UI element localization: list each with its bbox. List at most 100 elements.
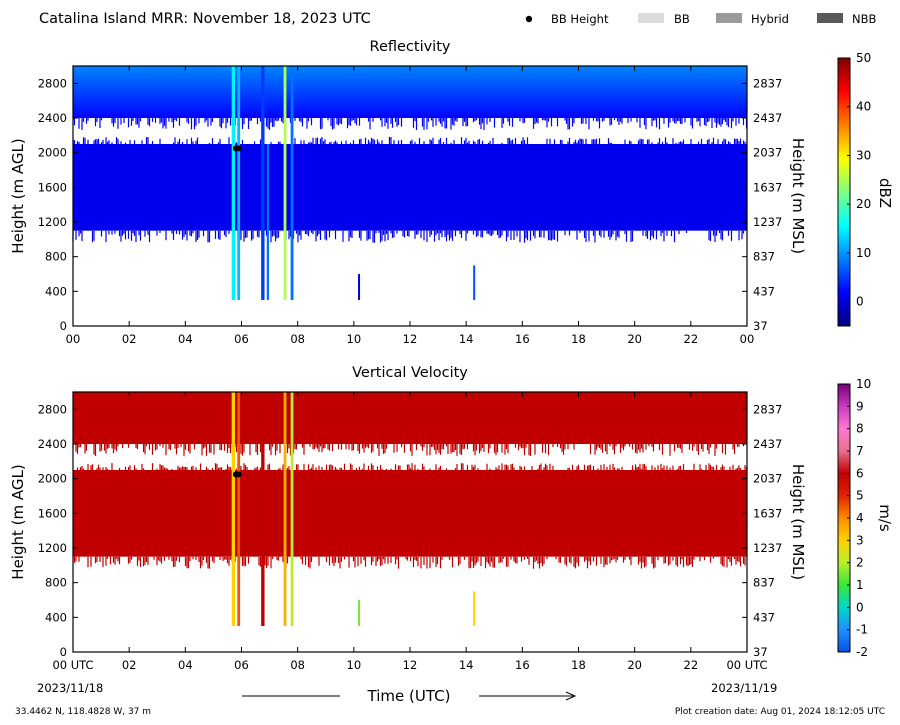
precip-streak	[290, 66, 294, 300]
legend-bb-swatch	[638, 13, 664, 23]
y2-tick-label: 2437	[753, 437, 782, 451]
x-tick-label: 18	[571, 658, 586, 672]
precip-streak	[261, 66, 265, 300]
x-tick-label: 00 UTC	[726, 658, 767, 672]
y-tick-label: 400	[45, 284, 67, 298]
colorbar-tick-label: 30	[856, 148, 871, 162]
y2-tick-label: 837	[753, 576, 775, 590]
colorbar-scale	[837, 57, 851, 327]
colorbar-tick-label: 8	[856, 422, 864, 436]
colorbar-tick-label: 4	[856, 511, 864, 525]
x-tick-label: 04	[178, 332, 193, 346]
bb-height-point	[235, 145, 242, 152]
y2-tick-label: 2837	[753, 76, 782, 90]
echo-layer	[73, 463, 748, 569]
colorbar-tick-label: 10	[856, 377, 871, 391]
x-tick-label: 00 UTC	[52, 658, 93, 672]
precip-streak	[283, 392, 287, 626]
y2-tick-label: 1237	[753, 541, 782, 555]
precip-streak	[231, 66, 236, 300]
x-tick-label: 14	[459, 658, 474, 672]
precip-streak	[237, 66, 241, 300]
colorbar-label: dBZ	[876, 178, 894, 208]
y-tick-label: 2000	[38, 472, 67, 486]
colorbar-tick-label: 20	[856, 197, 871, 211]
y2-tick-label: 437	[753, 610, 775, 624]
legend-nbb-label: NBB	[852, 12, 876, 26]
colorbar-tick-label: 3	[856, 533, 864, 547]
colorbar: 0 10 20 30 40 50 dBZ	[837, 51, 894, 327]
y2-tick-label: 2437	[753, 111, 782, 125]
colorbar-label: m/s	[876, 504, 894, 532]
precip-streak	[290, 392, 294, 626]
y2-axis-label: Height (m MSL)	[789, 138, 807, 254]
plot-creation-date: Plot creation date: Aug 01, 2024 18:12:0…	[675, 707, 885, 717]
x-tick-label: 10	[347, 332, 362, 346]
legend-bb-label: BB	[674, 12, 690, 26]
y-tick-label: 2400	[38, 111, 67, 125]
x-tick-label: 08	[290, 332, 305, 346]
echo-layer-fill	[73, 392, 747, 444]
x-tick-label: 10	[347, 658, 362, 672]
x-tick-label: 00	[66, 332, 81, 346]
y-tick-label: 1600	[38, 180, 67, 194]
x-tick-label: 08	[290, 658, 305, 672]
y2-tick-label: 437	[753, 284, 775, 298]
x-tick-label: 04	[178, 658, 193, 672]
y-axis-label: Height (m AGL)	[9, 138, 27, 253]
figure-legend: BB Height BB Hybrid NBB	[525, 12, 876, 26]
echo-layer-fill	[73, 470, 747, 557]
y-tick-label: 0	[60, 319, 67, 333]
echo-layer	[72, 392, 747, 456]
colorbar-tick-label: 40	[856, 100, 871, 114]
y-tick-label: 1200	[38, 541, 67, 555]
legend-hybrid-swatch	[716, 13, 742, 23]
precip-streak	[283, 66, 287, 300]
echo-layer-fill	[73, 66, 747, 118]
precip-streak	[358, 600, 361, 626]
y-axis-label: Height (m AGL)	[9, 464, 27, 579]
figure-title: Catalina Island MRR: November 18, 2023 U…	[39, 11, 371, 27]
colorbar-tick-label: 7	[856, 444, 864, 458]
x-tick-label: 16	[515, 658, 530, 672]
colorbar-tick-label: -2	[856, 645, 868, 659]
echo-layer	[73, 66, 748, 130]
start-date: 2023/11/18	[37, 681, 103, 695]
echo-layer-edge	[72, 444, 745, 456]
colorbar-tick-label: 50	[856, 51, 871, 65]
x-axis-label: Time (UTC)	[367, 687, 451, 705]
y-tick-label: 2400	[38, 437, 67, 451]
legend-bb-height-marker	[525, 15, 533, 23]
colorbar-tick-label: 0	[856, 295, 864, 309]
x-tick-label: 12	[403, 332, 418, 346]
echo-layer	[72, 137, 747, 243]
y2-tick-label: 37	[753, 319, 768, 333]
colorbar-tick-label: 6	[856, 466, 864, 480]
y-tick-label: 800	[45, 576, 67, 590]
y2-tick-label: 37	[753, 645, 768, 659]
echo-layer-edge	[73, 556, 746, 569]
echo-layer-edge	[72, 230, 745, 243]
y2-tick-label: 1637	[753, 180, 782, 194]
precip-streak	[261, 392, 265, 626]
colorbar-tick-label: -1	[856, 623, 868, 637]
end-date: 2023/11/19	[711, 681, 777, 695]
legend-hybrid-label: Hybrid	[751, 12, 789, 26]
colorbar-tick-label: 10	[856, 246, 871, 260]
colorbar-tick-label: 0	[856, 600, 864, 614]
precip-streak	[358, 274, 361, 300]
echo-layer-edge	[76, 463, 748, 470]
colorbar-tick-label: 2	[856, 556, 864, 570]
y-tick-label: 400	[45, 610, 67, 624]
station-location: 33.4462 N, 118.4828 W, 37 m	[15, 707, 151, 717]
x-tick-label: 18	[571, 332, 586, 346]
y2-tick-label: 1237	[753, 215, 782, 229]
time-arrow-head	[565, 691, 577, 701]
y2-tick-label: 1637	[753, 506, 782, 520]
x-tick-label: 20	[627, 658, 642, 672]
precip-streak	[237, 392, 241, 626]
x-tick-label: 12	[403, 658, 418, 672]
precip-streak	[266, 144, 270, 300]
